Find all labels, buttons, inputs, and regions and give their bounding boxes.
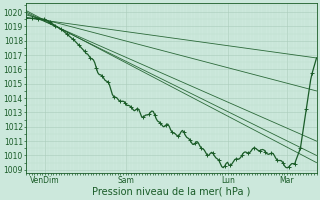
X-axis label: Pression niveau de la mer( hPa ): Pression niveau de la mer( hPa ) (92, 187, 251, 197)
